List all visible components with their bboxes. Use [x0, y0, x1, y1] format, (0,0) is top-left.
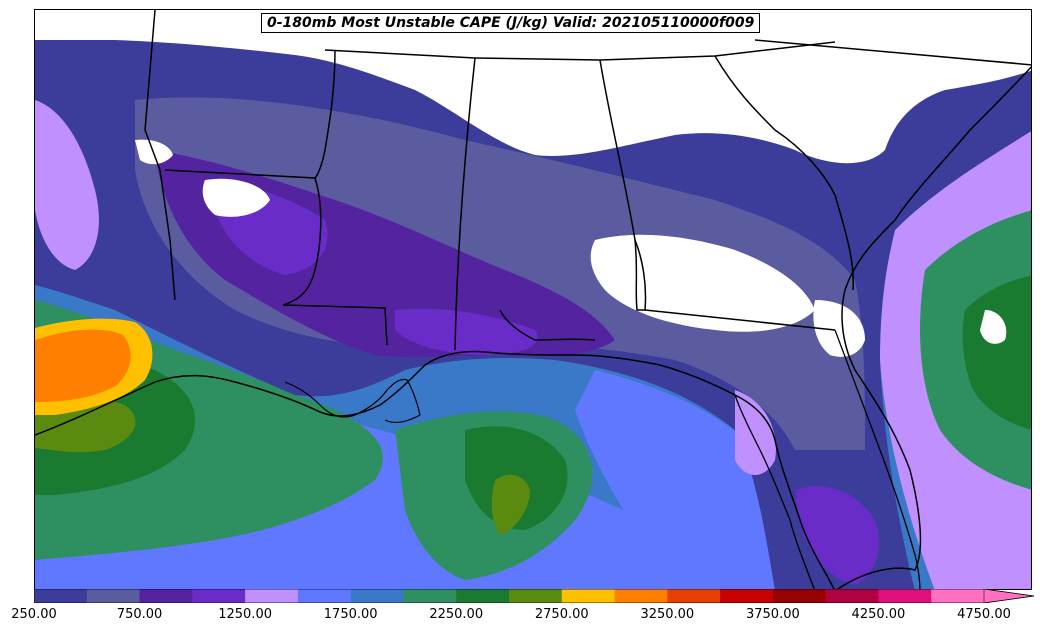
colorbar-tick-label: 4750.00 — [957, 607, 1011, 622]
colorbar-segment — [403, 589, 457, 603]
colorbar-segment — [245, 589, 299, 603]
colorbar-border — [34, 589, 1034, 603]
no-cape-region-se — [590, 234, 815, 332]
map-panel — [34, 9, 1032, 590]
colorbar-tick-label: 750.00 — [116, 607, 163, 622]
colorbar-segment — [192, 589, 246, 603]
colorbar-tick-label: 2750.00 — [534, 607, 589, 622]
colorbar-segment — [456, 589, 510, 603]
colorbar-segment — [139, 589, 193, 603]
no-cape-region-east-coast — [980, 310, 1007, 344]
colorbar-extend-arrow — [983, 589, 1034, 603]
colorbar-tick-label: 3750.00 — [745, 607, 800, 622]
olive-streak — [491, 474, 530, 535]
colorbar-tick-label: 1750.00 — [323, 607, 378, 622]
florida-east-coast — [834, 329, 921, 589]
atlantic-coastline — [836, 66, 1031, 589]
colorbar-segment — [86, 589, 141, 603]
colorbar-segment — [297, 589, 352, 603]
map-title: 0-180mb Most Unstable CAPE (J/kg) Valid:… — [261, 13, 761, 33]
state-borders — [144, 10, 1031, 351]
louisiana-coast-detail — [284, 378, 421, 424]
colorbar-segment — [34, 589, 88, 603]
colorbar-tick-label: 250.00 — [11, 607, 57, 622]
no-cape-region-west — [135, 139, 270, 217]
colorbar-tick-label: 3250.00 — [640, 607, 695, 622]
land-violet-patches — [215, 180, 879, 585]
colorbar-segment — [931, 589, 985, 603]
colorbar-tick-label: 1250.00 — [218, 607, 272, 622]
colorbar-segment — [825, 589, 879, 603]
colorbar-segment — [614, 589, 668, 603]
colorbar-tick-label: 2250.00 — [429, 607, 484, 622]
colorbar-segment — [667, 589, 721, 603]
no-cape-region-mid — [813, 300, 865, 357]
colorbar — [34, 589, 1034, 603]
colorbar-segment — [350, 589, 404, 603]
high-cape-texas-orange — [35, 329, 131, 402]
colorbar-segment — [878, 589, 932, 603]
colorbar-segment — [772, 589, 827, 603]
colorbar-segment — [720, 589, 774, 603]
cape-field-map — [35, 10, 1031, 589]
atlantic-dark-green — [962, 275, 1031, 430]
colorbar-segment — [509, 589, 563, 603]
colorbar-tick-label: 4250.00 — [851, 607, 906, 622]
florida-west-coast — [734, 394, 815, 589]
colorbar-segment — [561, 589, 616, 603]
gulf-blue-east — [575, 370, 825, 589]
gulf-coastline — [35, 350, 835, 589]
